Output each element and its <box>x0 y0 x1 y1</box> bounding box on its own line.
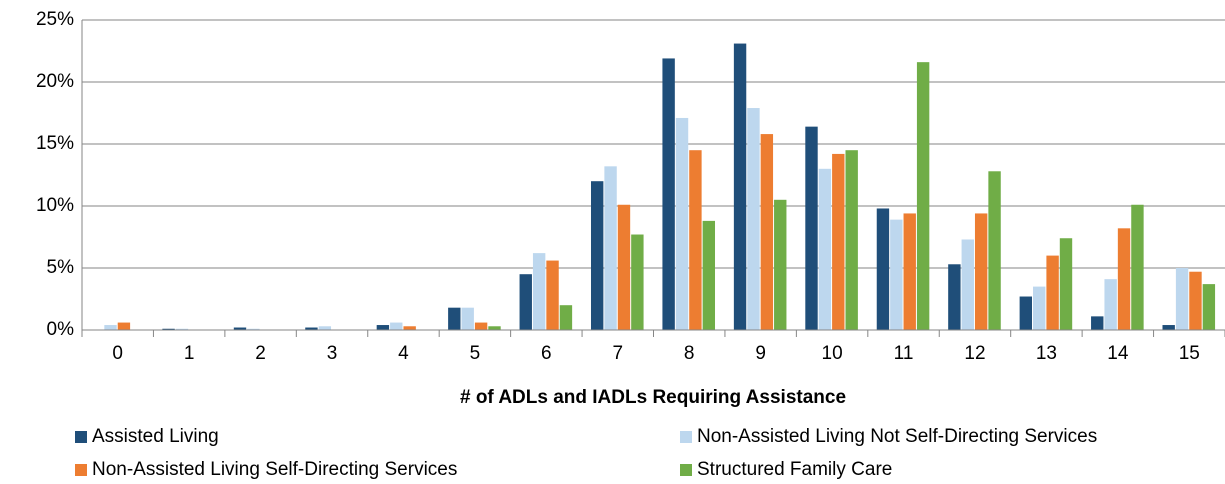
bar <box>604 166 617 330</box>
bar <box>519 274 532 330</box>
y-tick-label: 5% <box>47 257 75 278</box>
bar <box>1175 268 1189 330</box>
bar <box>175 328 189 330</box>
bar <box>702 220 716 330</box>
bar <box>988 171 1001 330</box>
legend-swatch <box>680 431 692 443</box>
y-tick-label: 10% <box>36 195 74 216</box>
x-tick-label: 2 <box>255 343 266 364</box>
legend-swatch <box>75 431 87 443</box>
x-tick-label: 15 <box>1179 343 1200 364</box>
bar <box>376 325 390 330</box>
legend-label: Structured Family Care <box>697 459 892 480</box>
x-tick-label: 5 <box>470 343 481 364</box>
bar <box>1117 228 1131 330</box>
bar <box>903 213 916 330</box>
bar <box>559 305 573 330</box>
bar <box>590 181 604 330</box>
bar <box>747 108 760 330</box>
x-tick-label: 11 <box>894 343 914 364</box>
bar <box>974 213 988 330</box>
bar <box>774 199 787 330</box>
x-tick-label: 6 <box>541 343 552 364</box>
y-tick-label: 20% <box>36 71 74 92</box>
bar <box>390 322 403 330</box>
legend-label: Assisted Living <box>92 426 219 447</box>
bar <box>1202 284 1216 330</box>
legend-swatch <box>680 464 692 476</box>
bar <box>818 168 832 330</box>
x-tick-label: 10 <box>822 343 843 364</box>
y-tick-label: 15% <box>36 133 74 154</box>
bar <box>318 326 332 330</box>
x-tick-label: 1 <box>184 343 195 364</box>
bar <box>546 260 559 330</box>
bar <box>890 219 903 330</box>
bar <box>488 326 501 330</box>
bar <box>876 208 890 330</box>
bar <box>832 153 845 330</box>
bar <box>916 62 930 330</box>
bar <box>403 326 416 330</box>
bar <box>1091 316 1104 330</box>
bar <box>961 239 974 330</box>
bar <box>948 264 961 330</box>
bar <box>532 253 546 330</box>
y-tick-label: 25% <box>36 9 74 30</box>
bar <box>1104 279 1117 330</box>
bar <box>631 234 644 330</box>
bar <box>474 322 488 330</box>
bar <box>1046 255 1059 330</box>
bar <box>1131 204 1144 330</box>
x-tick-label: 7 <box>612 343 623 364</box>
bar <box>675 117 689 331</box>
x-tick-label: 13 <box>1036 343 1057 364</box>
bar <box>1189 271 1202 330</box>
bar <box>760 134 774 330</box>
bar <box>1162 325 1175 330</box>
bar <box>1019 296 1033 330</box>
x-tick-label: 12 <box>964 343 985 364</box>
bar <box>662 58 675 330</box>
x-tick-label: 4 <box>398 343 409 364</box>
bar <box>233 327 247 330</box>
bar <box>162 328 175 330</box>
bar <box>117 322 131 330</box>
bar <box>845 150 858 330</box>
bar <box>617 204 631 330</box>
bar <box>805 126 818 330</box>
bar <box>448 307 461 330</box>
bar <box>733 43 747 331</box>
bar <box>305 327 318 330</box>
bar <box>1059 238 1073 330</box>
y-tick-label: 0% <box>47 319 75 340</box>
x-tick-label: 3 <box>327 343 338 364</box>
x-tick-label: 14 <box>1107 343 1129 364</box>
bar <box>104 325 117 330</box>
legend-label: Non-Assisted Living Self-Directing Servi… <box>92 459 457 480</box>
bar <box>689 150 702 330</box>
legend-label: Non-Assisted Living Not Self-Directing S… <box>697 426 1097 447</box>
x-axis-title: # of ADLs and IADLs Requiring Assistance <box>460 387 846 408</box>
bar <box>247 328 260 330</box>
bar <box>461 307 474 330</box>
x-tick-label: 9 <box>755 343 766 364</box>
bar <box>1033 286 1046 330</box>
legend-swatch <box>75 464 87 476</box>
x-tick-label: 0 <box>112 343 123 364</box>
x-tick-label: 8 <box>684 343 695 364</box>
